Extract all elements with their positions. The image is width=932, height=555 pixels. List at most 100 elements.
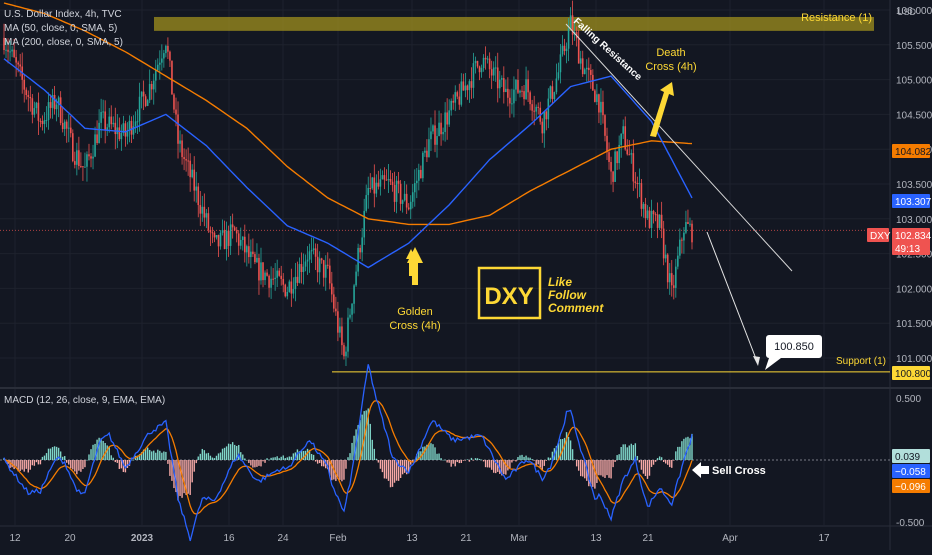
candle-body — [19, 64, 21, 67]
macd-histogram-bar — [367, 408, 369, 460]
candle-body — [239, 240, 242, 246]
macd-histogram-bar — [23, 460, 25, 472]
macd-histogram-bar — [634, 443, 637, 460]
candle-body — [169, 51, 171, 61]
macd-histogram-bar — [41, 456, 44, 460]
macd-histogram-bar — [84, 460, 86, 468]
macd-histogram-bar — [280, 456, 282, 460]
macd-histogram-bar — [685, 437, 687, 460]
macd-histogram-bar — [545, 460, 548, 461]
macd-histogram-bar — [37, 460, 40, 465]
macd-histogram-bar — [472, 460, 475, 461]
macd-histogram-bar — [458, 460, 460, 464]
x-axis-tick: 12 — [9, 533, 21, 544]
candle-body — [547, 98, 550, 120]
candle-body — [5, 49, 7, 51]
macd-histogram-bar — [33, 460, 36, 466]
candle-body — [69, 127, 72, 134]
candle-body — [604, 115, 606, 136]
macd-histogram-bar — [565, 432, 568, 460]
macd-histogram-bar — [116, 460, 119, 463]
candle-body — [59, 97, 62, 123]
macd-histogram-bar — [632, 445, 635, 460]
macd-histogram-bar — [383, 460, 386, 479]
ma200-price-tag: 104.082 — [895, 147, 932, 158]
candle-body — [407, 207, 410, 210]
candle-body — [142, 91, 145, 97]
macd-histogram-bar — [66, 460, 68, 463]
candle-body — [349, 314, 351, 318]
candle-body — [76, 150, 78, 165]
candle-body — [365, 195, 368, 211]
ma50-legend[interactable]: MA (50, close, 0, SMA, 5) — [4, 23, 118, 34]
candle-body — [345, 351, 347, 357]
currency-label: USD — [897, 7, 917, 17]
candle-body — [395, 180, 398, 202]
symbol-legend[interactable]: U.S. Dollar Index, 4h, TVC — [4, 9, 122, 20]
macd-histogram-bar — [482, 460, 485, 462]
macd-histogram-bar — [555, 445, 558, 460]
macd-histogram-bar — [359, 419, 361, 460]
macd-histogram-bar — [521, 454, 523, 460]
candle-body — [106, 127, 108, 130]
macd-histogram-bar — [454, 460, 456, 467]
candle-body — [94, 134, 96, 157]
candle-body — [672, 285, 675, 288]
macd-histogram-bar — [169, 460, 171, 476]
macd-histogram-bar — [464, 460, 467, 461]
candle-body — [256, 257, 258, 263]
last-price-tag-bg — [892, 228, 930, 255]
macd-histogram-bar — [361, 414, 363, 460]
candle-body — [658, 214, 661, 228]
candle-body — [199, 205, 202, 214]
candle-body — [207, 213, 210, 230]
macd-histogram-bar — [238, 444, 240, 460]
macd-histogram-bar — [31, 460, 34, 466]
candle-body — [343, 345, 345, 357]
x-axis-tick: 21 — [642, 533, 654, 544]
macd-histogram-bar — [379, 460, 382, 469]
x-axis-tick: 13 — [590, 533, 602, 544]
macd-histogram-bar — [144, 448, 147, 460]
candle-body — [112, 122, 115, 125]
macd-histogram-bar — [244, 458, 246, 460]
macd-histogram-bar — [389, 460, 392, 488]
macd-histogram-bar — [132, 459, 135, 461]
macd-histogram-bar — [314, 460, 317, 462]
candle-body — [150, 84, 153, 90]
candle-body — [379, 179, 382, 187]
macd-value-tag-bg — [892, 464, 930, 478]
candle-body — [300, 264, 303, 273]
candle-body — [270, 278, 272, 288]
macd-histogram-bar — [410, 460, 412, 465]
macd-histogram-bar — [47, 448, 50, 460]
candle-body — [246, 246, 248, 253]
macd-histogram-bar — [557, 442, 560, 460]
ma200-legend[interactable]: MA (200, close, 0, SMA, 5) — [4, 37, 123, 48]
resistance-zone — [154, 16, 874, 31]
macd-histogram-bar — [337, 460, 339, 480]
macd-histogram-bar — [215, 455, 218, 460]
candle-body — [154, 70, 157, 81]
candle-body — [675, 266, 677, 288]
candle-body — [464, 85, 467, 91]
macd-histogram-bar — [559, 439, 562, 460]
candle-body — [260, 262, 262, 281]
candle-body — [237, 233, 240, 246]
macd-legend[interactable]: MACD (12, 26, close, 9, EMA, EMA) — [4, 395, 166, 406]
ma50-price-tag-bg — [892, 194, 930, 208]
macd-histogram-bar — [608, 460, 610, 478]
ma50-price-tag: 103.307 — [895, 197, 932, 208]
candle-body — [608, 152, 610, 163]
candle-body — [496, 67, 499, 89]
candle-body — [173, 94, 175, 110]
candle-body — [428, 139, 430, 158]
macd-histogram-bar — [531, 459, 533, 460]
macd-histogram-bar — [276, 456, 278, 460]
candle-body — [221, 230, 224, 233]
candle-body — [7, 49, 9, 52]
candle-body — [13, 49, 15, 58]
macd-histogram-bar — [76, 460, 78, 475]
